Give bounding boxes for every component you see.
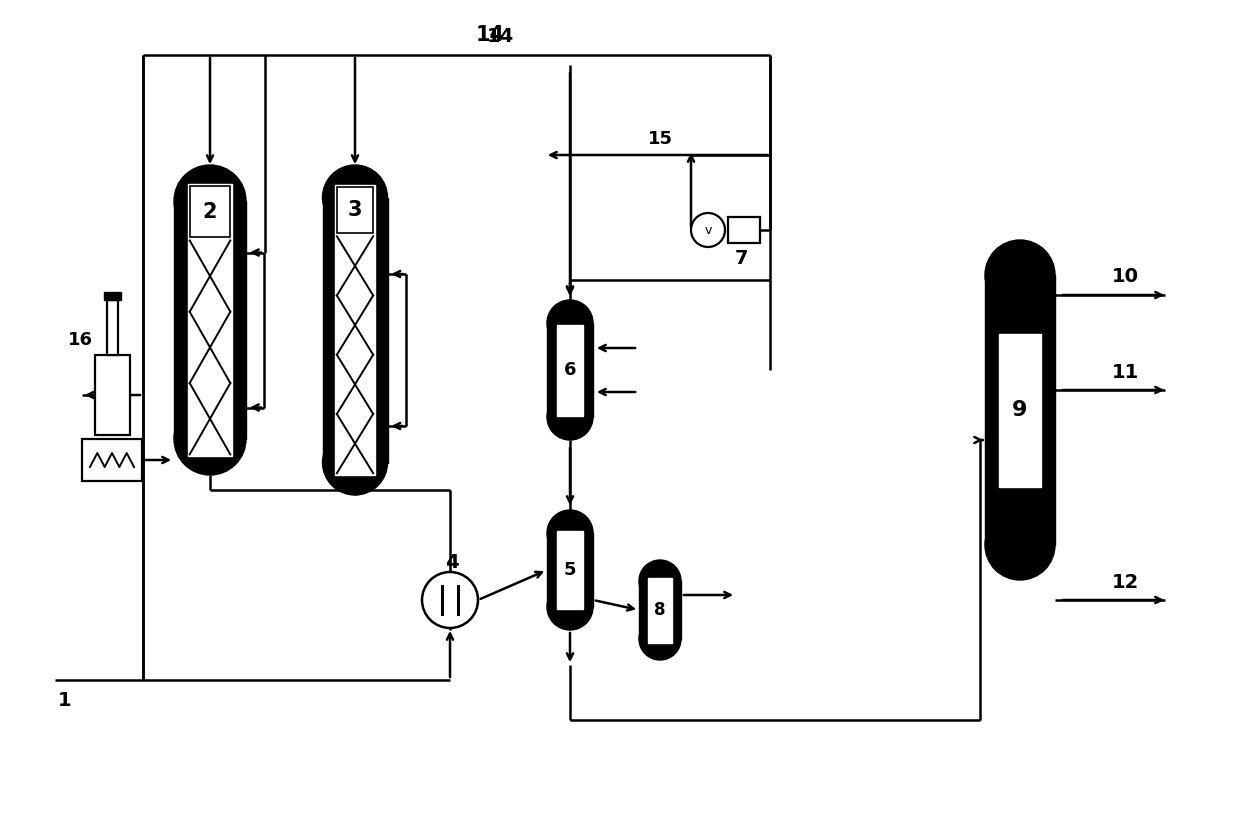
Ellipse shape [985, 510, 1055, 580]
Bar [557, 325, 583, 415]
Bar [547, 533, 593, 607]
Bar [82, 439, 143, 481]
Bar [187, 184, 232, 456]
Ellipse shape [547, 584, 593, 630]
Text: 3: 3 [347, 200, 362, 220]
Ellipse shape [322, 430, 387, 495]
Bar [337, 187, 373, 233]
Text: 7: 7 [735, 249, 749, 268]
Ellipse shape [985, 240, 1055, 310]
Text: 6: 6 [564, 361, 577, 379]
Text: 12: 12 [1111, 573, 1138, 592]
Text: 4: 4 [445, 552, 459, 571]
Bar [107, 300, 118, 355]
Ellipse shape [547, 394, 593, 440]
Ellipse shape [639, 618, 681, 660]
Text: 15: 15 [647, 130, 672, 148]
Text: 9: 9 [1012, 400, 1028, 420]
Text: 14: 14 [475, 25, 505, 45]
Bar [639, 581, 681, 639]
Bar [335, 184, 376, 475]
Ellipse shape [547, 510, 593, 556]
Bar [999, 334, 1042, 486]
Bar [557, 531, 583, 609]
Text: 2: 2 [203, 202, 217, 221]
Bar [174, 201, 246, 439]
Ellipse shape [639, 560, 681, 602]
Bar [728, 217, 760, 243]
Circle shape [422, 572, 477, 628]
Circle shape [691, 213, 725, 247]
Text: 11: 11 [1111, 362, 1138, 382]
Text: v: v [704, 224, 712, 237]
Bar [322, 197, 387, 463]
Bar [647, 578, 672, 642]
Text: 16: 16 [67, 331, 93, 349]
Ellipse shape [174, 165, 246, 237]
Text: 14: 14 [486, 28, 513, 47]
Text: 8: 8 [655, 601, 666, 619]
Ellipse shape [547, 300, 593, 346]
Bar [985, 275, 1055, 545]
Text: 1: 1 [58, 690, 72, 709]
Text: 5: 5 [564, 561, 577, 579]
Bar [190, 185, 231, 237]
Bar [94, 355, 129, 435]
Bar [547, 323, 593, 417]
Ellipse shape [322, 165, 387, 230]
Bar [103, 292, 120, 300]
Text: 10: 10 [1111, 268, 1138, 286]
Ellipse shape [174, 403, 246, 475]
